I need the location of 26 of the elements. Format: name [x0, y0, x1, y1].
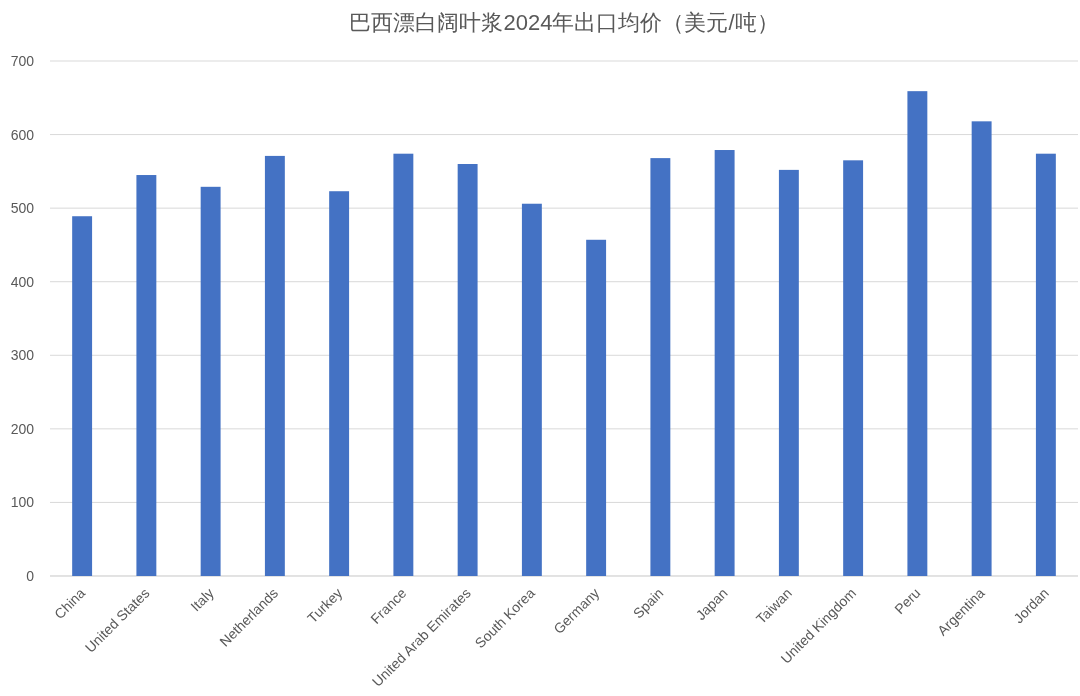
y-tick-label: 500: [10, 200, 35, 217]
bar: [650, 158, 671, 576]
bar: [907, 91, 928, 576]
bar: [200, 186, 221, 576]
x-tick-label: Italy: [187, 584, 217, 615]
bar: [586, 239, 607, 576]
bar: [457, 164, 478, 576]
y-tick-label: 200: [10, 420, 35, 437]
y-tick-label: 100: [10, 494, 35, 511]
bar: [393, 153, 414, 576]
bar: [329, 191, 350, 576]
bar: [714, 150, 735, 576]
y-tick-label: 300: [10, 347, 35, 364]
bar: [778, 169, 799, 576]
bar: [264, 155, 285, 576]
bar: [136, 175, 157, 576]
chart-title: 巴西漂白阔叶浆2024年出口均价（美元/吨）: [349, 10, 779, 35]
bar: [72, 216, 93, 576]
bar: [521, 203, 542, 576]
y-tick-label: 400: [10, 273, 35, 290]
bar: [971, 121, 992, 576]
y-tick-label: 0: [26, 568, 35, 584]
y-tick-label: 600: [10, 126, 35, 143]
bar: [843, 160, 864, 576]
bar: [1035, 153, 1056, 576]
y-tick-label: 700: [10, 53, 35, 69]
